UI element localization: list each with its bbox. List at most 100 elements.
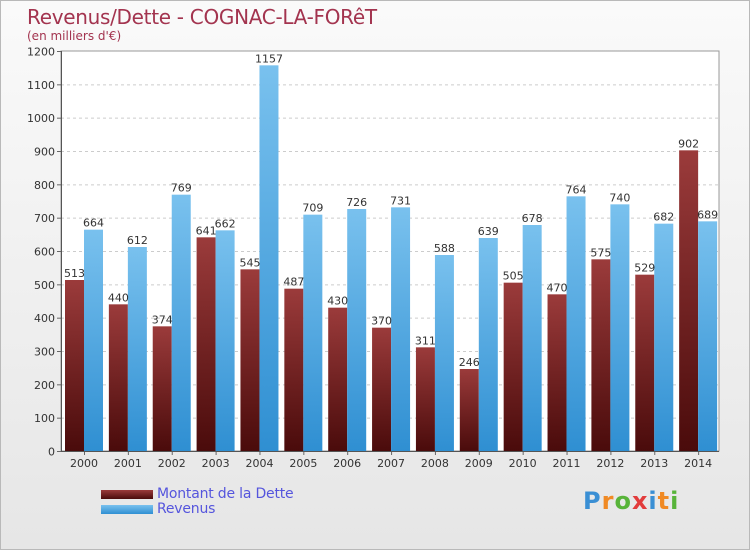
logo-letter: o (614, 487, 632, 515)
x-tick-label: 2003 (202, 457, 230, 470)
bar-debt (284, 288, 304, 451)
data-label-revenue: 639 (478, 225, 499, 238)
data-label-revenue: 678 (522, 212, 543, 225)
legend-label-debt: Montant de la Dette (157, 486, 294, 502)
data-label-debt: 246 (459, 356, 480, 369)
data-label-debt: 430 (327, 295, 348, 308)
bar-revenue (259, 65, 279, 451)
axis-layer: 0 100 200 300 400 500 600 700 800 900 1000 1100 1200… (27, 46, 719, 470)
y-tick-label: 1000 (27, 112, 55, 125)
bar-revenue (478, 238, 498, 451)
logo-letter: P (583, 487, 602, 515)
bar-debt (503, 282, 523, 451)
chart-subtitle: (en milliers d'€) (27, 29, 122, 43)
bar-debt (372, 327, 392, 451)
bar-debt (547, 294, 567, 451)
x-tick-label: 2009 (465, 457, 493, 470)
bar-revenue (303, 214, 323, 451)
data-label-revenue: 769 (171, 182, 192, 195)
data-label-revenue: 612 (127, 234, 148, 247)
data-label-revenue: 731 (390, 194, 411, 207)
x-tick-label: 2014 (684, 457, 712, 470)
bar-revenue (654, 223, 674, 451)
data-label-revenue: 662 (215, 217, 236, 230)
x-tick-label: 2008 (421, 457, 449, 470)
data-label-debt: 513 (64, 267, 85, 280)
data-label-revenue: 588 (434, 242, 455, 255)
data-label-revenue: 740 (609, 191, 630, 204)
data-label-debt: 545 (239, 256, 260, 269)
x-tick-label: 2011 (553, 457, 581, 470)
bar-debt (152, 326, 172, 451)
y-tick-label: 700 (34, 212, 55, 225)
data-label-revenue: 689 (697, 208, 718, 221)
y-tick-label: 1200 (27, 46, 55, 59)
x-tick-label: 2000 (70, 457, 98, 470)
bar-debt (65, 280, 84, 451)
bar-revenue (610, 204, 630, 451)
bar-revenue (171, 194, 191, 451)
data-label-revenue: 709 (302, 202, 323, 215)
y-tick-label: 100 (34, 412, 55, 425)
x-tick-label: 2005 (289, 457, 317, 470)
y-tick-label: 400 (34, 312, 55, 325)
data-label-debt: 470 (547, 281, 568, 294)
bar-revenue (522, 225, 542, 451)
data-label-debt: 370 (371, 315, 392, 328)
data-label-revenue: 726 (346, 196, 367, 209)
x-tick-label: 2006 (333, 457, 361, 470)
bar-debt (108, 304, 128, 451)
proxiti-logo: Proxiti (583, 487, 679, 515)
data-label-revenue: 664 (83, 217, 104, 230)
y-tick-label: 900 (34, 146, 55, 159)
x-tick-label: 2010 (509, 457, 537, 470)
data-label-debt: 505 (503, 270, 524, 283)
x-tick-label: 2012 (596, 457, 624, 470)
legend-swatch-debt (101, 490, 153, 499)
logo-letter: i (648, 487, 658, 515)
data-label-debt: 374 (152, 313, 173, 326)
bar-debt (459, 369, 479, 451)
data-label-debt: 487 (283, 276, 304, 289)
logo-letter: t (657, 487, 671, 515)
bar-debt (679, 150, 699, 452)
x-tick-label: 2007 (377, 457, 405, 470)
data-label-debt: 311 (415, 334, 436, 347)
bar-debt (591, 259, 611, 451)
logo-letter: r (601, 487, 615, 515)
bar-revenue (84, 229, 103, 451)
y-tick-label: 800 (34, 179, 55, 192)
logo-letter: i (670, 487, 680, 515)
data-label-debt: 440 (108, 291, 129, 304)
bar-debt (240, 269, 260, 451)
data-label-debt: 575 (590, 246, 611, 259)
y-tick-label: 1100 (27, 79, 55, 92)
y-tick-label: 200 (34, 379, 55, 392)
bar-revenue (391, 207, 411, 451)
bar-revenue (434, 255, 454, 451)
bar-debt (635, 274, 655, 451)
data-label-revenue: 764 (566, 183, 587, 196)
bar-revenue (215, 230, 235, 451)
data-label-debt: 529 (634, 262, 655, 275)
bar-debt (328, 307, 348, 451)
bar-revenue (698, 221, 718, 451)
bar-debt (415, 347, 435, 451)
x-tick-label: 2002 (158, 457, 186, 470)
bar-revenue (127, 247, 147, 451)
bar-revenue (566, 196, 586, 451)
y-tick-label: 0 (48, 446, 55, 459)
data-label-debt: 902 (678, 137, 699, 150)
logo-letter: x (631, 487, 649, 515)
y-tick-label: 300 (34, 346, 55, 359)
bar-revenue (347, 209, 367, 451)
chart-title: Revenus/Dette - COGNAC-LA-FORêT (27, 5, 377, 29)
legend-swatch-revenue (101, 505, 153, 514)
y-tick-label: 500 (34, 279, 55, 292)
y-tick-label: 600 (34, 246, 55, 259)
x-tick-label: 2001 (114, 457, 142, 470)
data-label-revenue: 682 (653, 211, 674, 224)
